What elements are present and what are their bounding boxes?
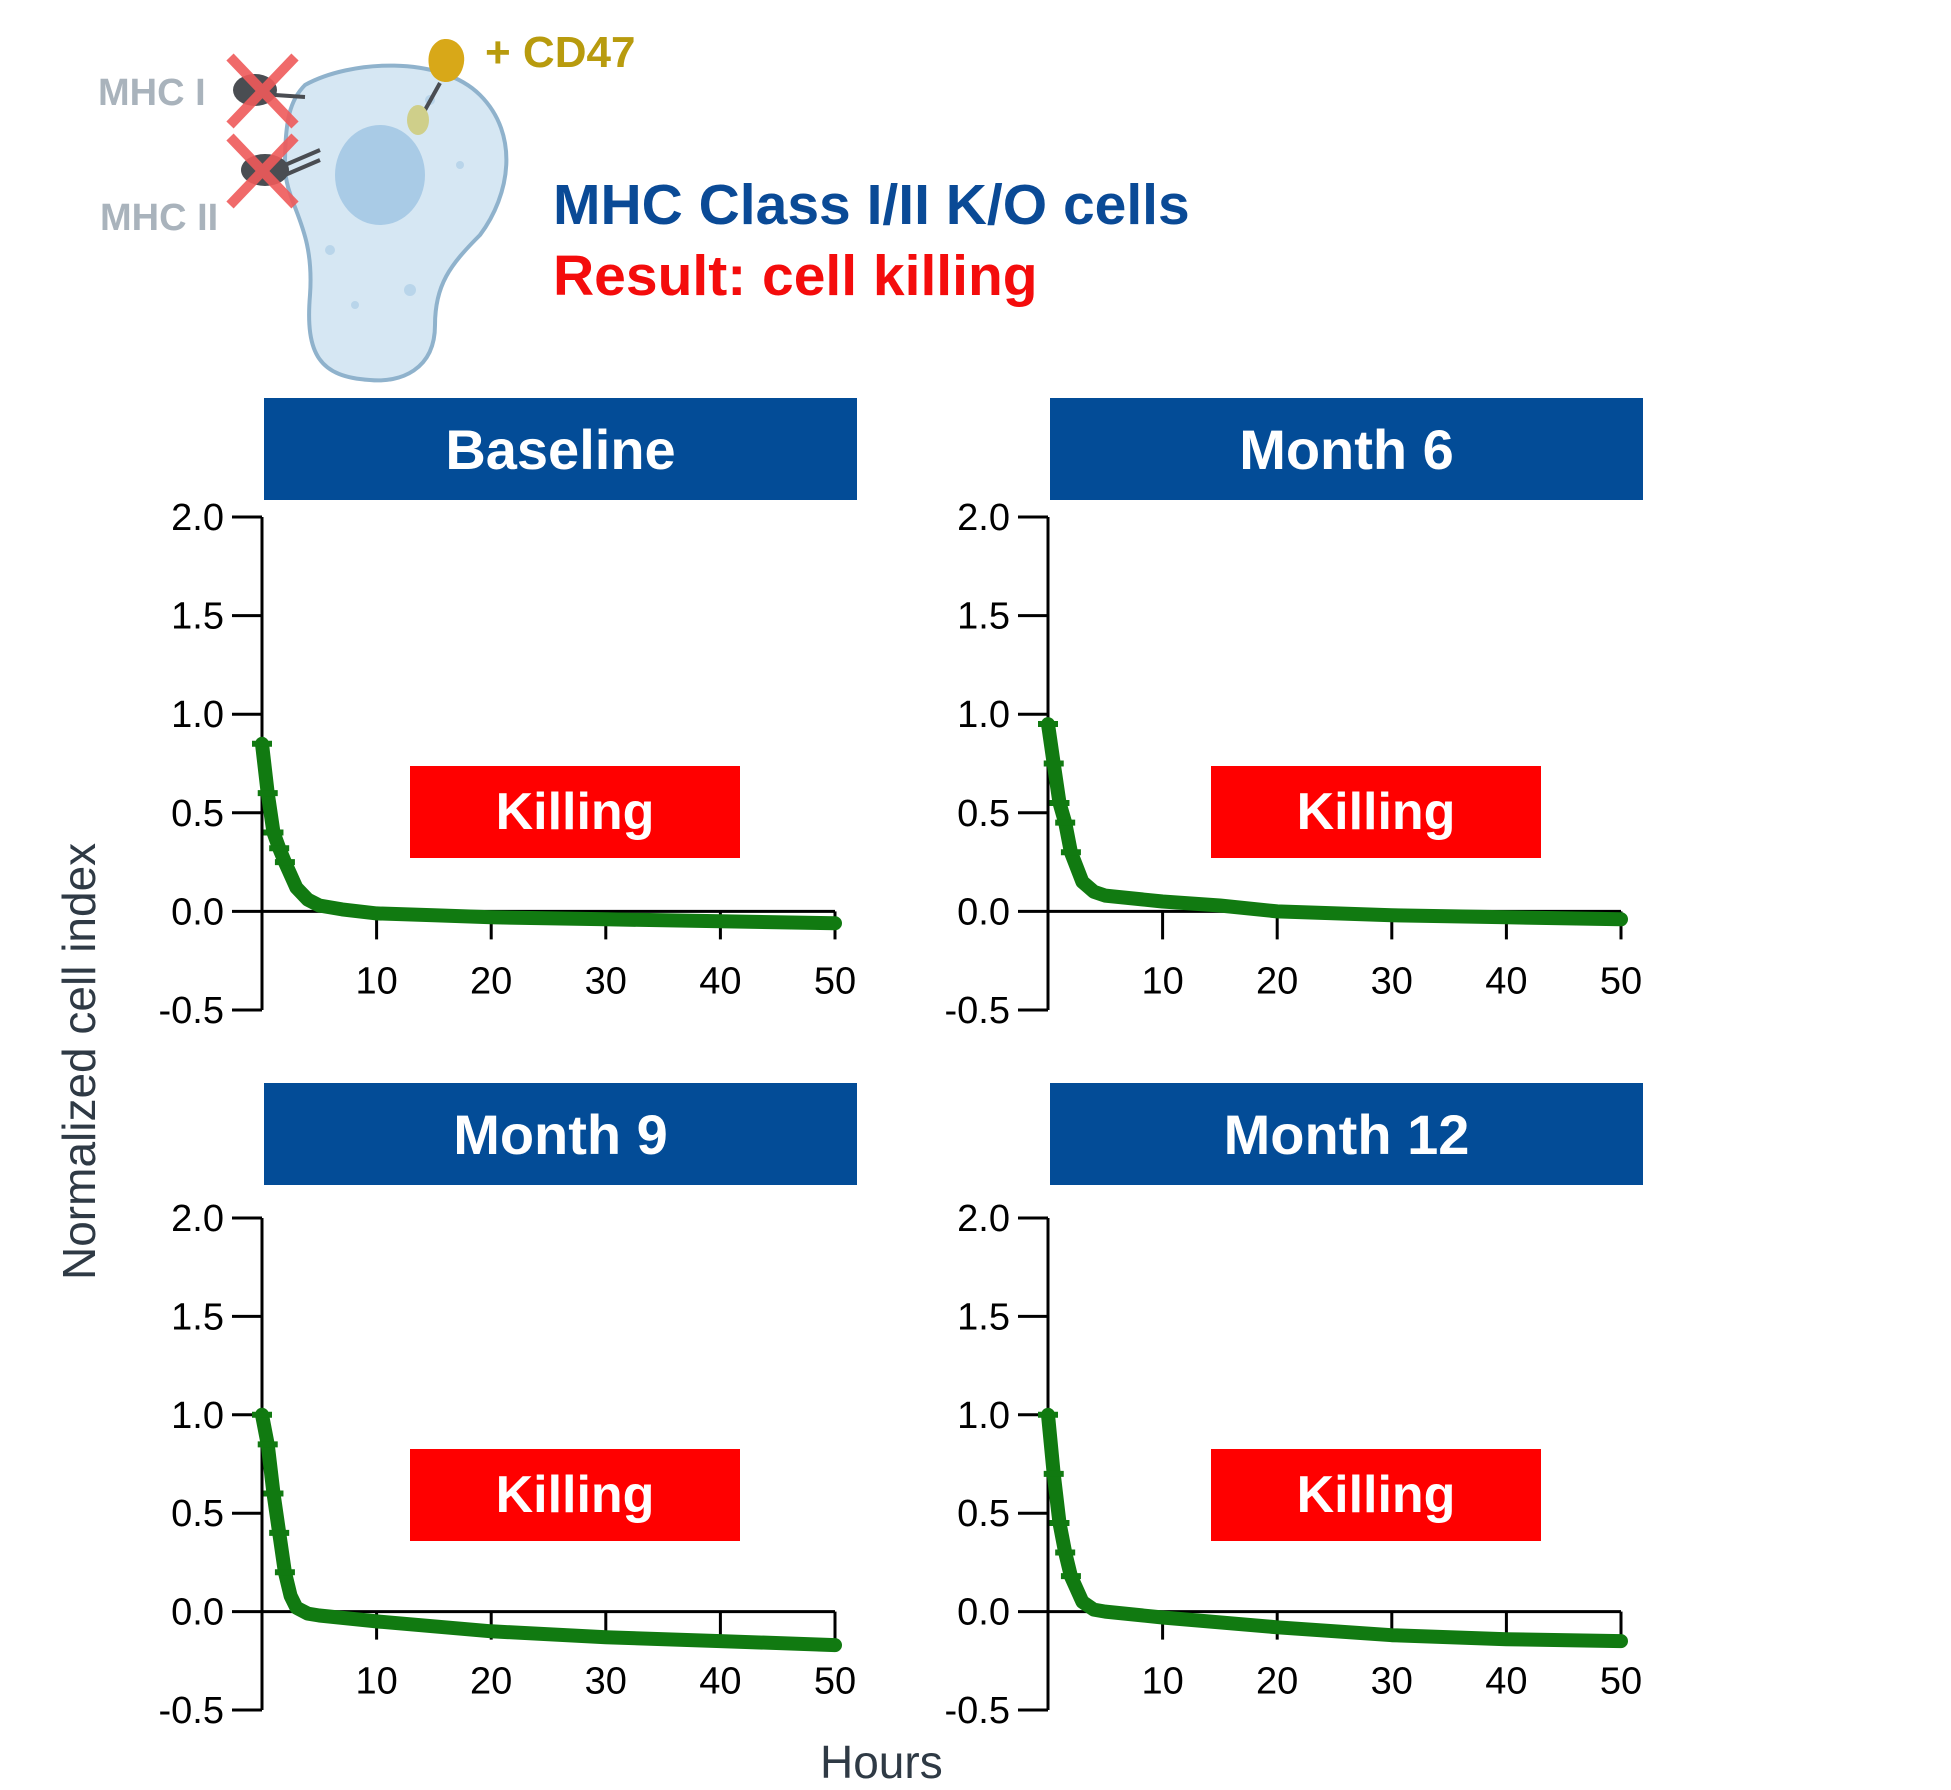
y-tick-label-month-12: 1.5 (957, 1296, 1010, 1338)
x-axis-label: Hours (820, 1736, 943, 1788)
y-tick-label-month-6: 1.0 (957, 694, 1010, 736)
y-tick-label-month-9: 1.0 (171, 1395, 224, 1437)
cd47-label: + CD47 (485, 28, 636, 77)
y-tick-label-month-12: 2.0 (957, 1198, 1010, 1240)
y-tick-label-month-12: 1.0 (957, 1395, 1010, 1437)
panel-title-baseline: Baseline (264, 398, 857, 500)
y-tick-label-baseline: 0.0 (171, 891, 224, 933)
y-tick-label-baseline: -0.5 (159, 990, 224, 1032)
killing-label-baseline: Killing (410, 766, 740, 858)
y-tick-label-month-6: 2.0 (957, 497, 1010, 539)
killing-label-month-6: Killing (1211, 766, 1541, 858)
panel-title-month-6: Month 6 (1050, 398, 1643, 500)
x-tick-label-month-9: 40 (699, 1661, 741, 1703)
y-axis-label: Normalized cell index (53, 842, 105, 1280)
x-tick-label-month-9: 20 (470, 1661, 512, 1703)
y-tick-label-month-9: 0.0 (171, 1592, 224, 1634)
x-tick-label-month-9: 30 (585, 1661, 627, 1703)
y-tick-label-month-6: 0.5 (957, 793, 1010, 835)
y-tick-label-month-9: 0.5 (171, 1493, 224, 1535)
killing-label-month-12: Killing (1211, 1449, 1541, 1541)
y-tick-label-baseline: 0.5 (171, 793, 224, 835)
y-tick-label-month-12: 0.5 (957, 1493, 1010, 1535)
result-text: Result: cell killing (553, 244, 1038, 308)
y-tick-label-month-9: 1.5 (171, 1296, 224, 1338)
y-tick-label-baseline: 2.0 (171, 497, 224, 539)
cd47-icon (407, 39, 465, 135)
x-tick-label-month-6: 10 (1141, 960, 1183, 1002)
y-tick-label-month-6: 1.5 (957, 596, 1010, 638)
x-tick-label-month-6: 20 (1256, 960, 1298, 1002)
y-tick-label-month-6: 0.0 (957, 891, 1010, 933)
killing-label-month-9: Killing (410, 1449, 740, 1541)
x-tick-label-month-9: 10 (355, 1661, 397, 1703)
x-tick-label-month-12: 20 (1256, 1661, 1298, 1703)
mhc1-label: MHC I (98, 72, 206, 114)
data-line-baseline (255, 736, 842, 931)
data-line-month-9 (255, 1407, 842, 1653)
figure-title: MHC Class I/II K/O cells (553, 173, 1190, 237)
x-tick-label-baseline: 40 (699, 960, 741, 1002)
data-line-month-6 (1041, 717, 1628, 927)
x-tick-label-baseline: 10 (355, 960, 397, 1002)
cell-nucleus (335, 125, 425, 225)
x-tick-label-month-6: 30 (1371, 960, 1413, 1002)
y-tick-label-baseline: 1.0 (171, 694, 224, 736)
y-tick-label-month-12: -0.5 (945, 1690, 1010, 1732)
x-tick-label-month-6: 50 (1600, 960, 1642, 1002)
x-tick-label-month-6: 40 (1485, 960, 1527, 1002)
y-tick-label-baseline: 1.5 (171, 596, 224, 638)
x-tick-label-month-9: 50 (814, 1661, 856, 1703)
x-tick-label-month-12: 40 (1485, 1661, 1527, 1703)
x-tick-label-baseline: 50 (814, 960, 856, 1002)
y-tick-label-month-9: -0.5 (159, 1690, 224, 1732)
x-tick-label-month-12: 30 (1371, 1661, 1413, 1703)
x-tick-label-baseline: 30 (585, 960, 627, 1002)
panel-title-month-9: Month 9 (264, 1083, 857, 1185)
mhc2-label: MHC II (100, 197, 219, 239)
cell-illustration (226, 39, 509, 383)
x-tick-label-month-12: 10 (1141, 1661, 1183, 1703)
y-tick-label-month-9: 2.0 (171, 1198, 224, 1240)
knockout-cross-icon (226, 53, 299, 209)
panel-title-month-12: Month 12 (1050, 1083, 1643, 1185)
y-tick-label-month-6: -0.5 (945, 990, 1010, 1032)
x-tick-label-baseline: 20 (470, 960, 512, 1002)
y-tick-label-month-12: 0.0 (957, 1592, 1010, 1634)
x-tick-label-month-12: 50 (1600, 1661, 1642, 1703)
